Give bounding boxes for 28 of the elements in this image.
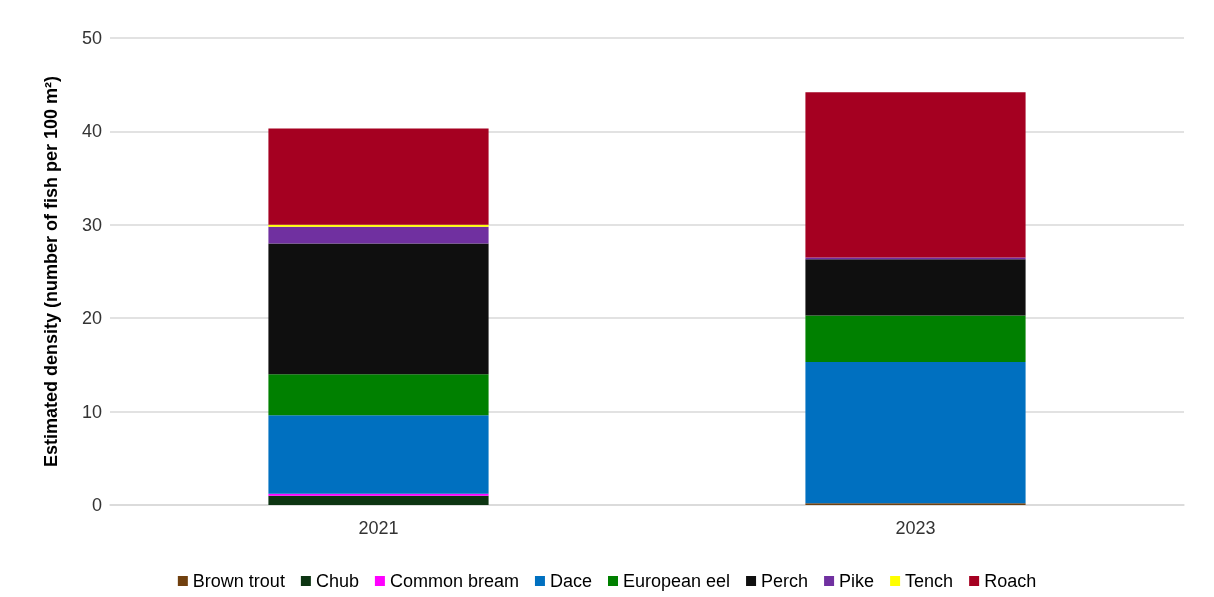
bar bbox=[268, 226, 489, 244]
bar bbox=[268, 243, 489, 375]
y-tick-label: 40 bbox=[81, 121, 102, 142]
y-axis-title: Estimated density (number of fish per 100 m²) bbox=[41, 75, 61, 468]
y-tick-label: 20 bbox=[81, 308, 102, 329]
bar bbox=[268, 128, 489, 225]
bar bbox=[805, 362, 1026, 504]
bar bbox=[268, 415, 489, 494]
legend-label: Dace bbox=[549, 571, 592, 591]
legend-label: Roach bbox=[984, 571, 1037, 591]
bar bbox=[805, 315, 1026, 363]
y-tick-label: 0 bbox=[91, 495, 102, 515]
legend-label: Tench bbox=[905, 571, 954, 591]
legend-label: Brown trout bbox=[192, 571, 285, 591]
legend-label: Perch bbox=[761, 571, 809, 591]
y-tick-label: 50 bbox=[81, 28, 102, 48]
bar bbox=[805, 259, 1026, 316]
x-tick-label: 2023 bbox=[895, 518, 936, 538]
y-tick-label: 10 bbox=[81, 401, 102, 422]
legend-label: Pike bbox=[839, 571, 875, 591]
x-tick-label: 2021 bbox=[358, 518, 399, 538]
legend-label: European eel bbox=[622, 571, 731, 591]
legend-label: Common bream bbox=[389, 571, 519, 591]
y-tick-label: 30 bbox=[81, 214, 102, 235]
bar bbox=[268, 495, 489, 505]
legend-label: Chub bbox=[315, 571, 359, 591]
bar bbox=[268, 374, 489, 416]
bar bbox=[805, 92, 1026, 258]
